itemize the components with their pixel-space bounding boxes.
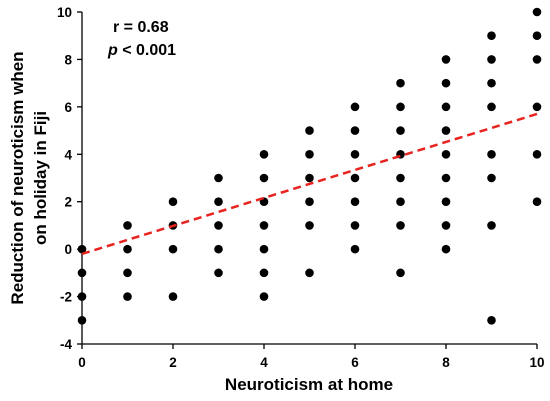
data-point <box>441 149 451 159</box>
y-axis-label-line-1: Reduction of neuroticism when <box>8 51 27 304</box>
data-point <box>396 197 405 207</box>
data-point <box>532 31 542 41</box>
data-point <box>396 221 405 230</box>
y-tick-label: 10 <box>57 5 72 20</box>
correlation-label: r = 0.68 <box>113 19 169 36</box>
data-point <box>77 315 87 325</box>
data-point <box>396 102 405 112</box>
data-point <box>487 149 496 159</box>
data-point <box>532 149 542 159</box>
x-tick-label: 10 <box>529 355 544 370</box>
y-tick-label: -4 <box>60 337 72 352</box>
p-symbol: p <box>107 42 118 59</box>
data-point <box>441 102 451 112</box>
data-point <box>487 31 496 41</box>
data-point <box>487 78 496 88</box>
data-point <box>214 221 223 230</box>
data-point <box>77 268 87 278</box>
data-point <box>441 78 451 88</box>
data-point <box>350 244 360 254</box>
data-point <box>259 173 269 183</box>
data-point <box>123 268 132 278</box>
data-point <box>305 197 314 207</box>
data-point <box>259 268 269 278</box>
data-point <box>259 292 269 301</box>
data-point <box>259 221 269 230</box>
data-point <box>305 126 314 135</box>
data-point <box>441 197 451 207</box>
data-point <box>441 126 451 135</box>
data-point <box>305 173 314 183</box>
data-point <box>396 78 405 88</box>
data-point <box>259 244 269 254</box>
data-point <box>487 315 496 325</box>
data-point <box>350 197 360 207</box>
data-point <box>487 221 496 230</box>
y-tick-label: 8 <box>64 52 72 67</box>
data-point <box>441 173 451 183</box>
data-points <box>77 7 542 325</box>
data-point <box>123 221 132 230</box>
data-point <box>350 173 360 183</box>
y-axis-label-line-2: on holiday in Fiji <box>31 111 50 245</box>
data-point <box>123 292 132 301</box>
data-point <box>259 149 269 159</box>
data-point <box>350 221 360 230</box>
data-point <box>441 244 451 254</box>
p-value-label: p < 0.001 <box>107 42 176 59</box>
x-tick-label: 8 <box>442 355 450 370</box>
data-point <box>77 292 87 301</box>
y-tick-label: -2 <box>60 290 72 305</box>
data-point <box>168 244 178 254</box>
trend-line <box>81 112 538 256</box>
data-point <box>305 149 314 159</box>
y-tick-label: 4 <box>64 147 72 162</box>
data-point <box>77 244 87 254</box>
y-tick-label: 2 <box>64 195 72 210</box>
data-point <box>487 173 496 183</box>
data-point <box>168 197 178 207</box>
axes <box>81 12 537 345</box>
data-point <box>350 126 360 135</box>
data-point <box>396 173 405 183</box>
data-point <box>396 268 405 278</box>
data-point <box>168 292 178 301</box>
data-point <box>214 197 223 207</box>
data-point <box>532 55 542 64</box>
data-point <box>350 149 360 159</box>
data-point <box>396 126 405 135</box>
data-point <box>532 7 542 17</box>
p-value-text: < 0.001 <box>118 42 176 59</box>
data-point <box>214 244 223 254</box>
data-point <box>214 173 223 183</box>
data-point <box>441 55 451 64</box>
x-tick-label: 2 <box>169 355 177 370</box>
y-tick-label: 0 <box>64 242 72 257</box>
data-point <box>123 244 132 254</box>
data-point <box>532 102 542 112</box>
data-point <box>214 268 223 278</box>
tick-labels: -4 -2 0 2 4 6 8 10 0 2 4 6 8 10 <box>57 5 545 370</box>
data-point <box>305 268 314 278</box>
data-point <box>487 55 496 64</box>
x-tick-label: 6 <box>351 355 359 370</box>
x-axis-label: Neuroticism at home <box>225 375 393 394</box>
y-tick-label: 6 <box>64 100 72 115</box>
x-tick-label: 0 <box>78 355 86 370</box>
data-point <box>532 197 542 207</box>
data-point <box>305 221 314 230</box>
data-point <box>350 102 360 112</box>
x-tick-label: 4 <box>260 355 268 370</box>
data-point <box>441 221 451 230</box>
data-point <box>487 102 496 112</box>
